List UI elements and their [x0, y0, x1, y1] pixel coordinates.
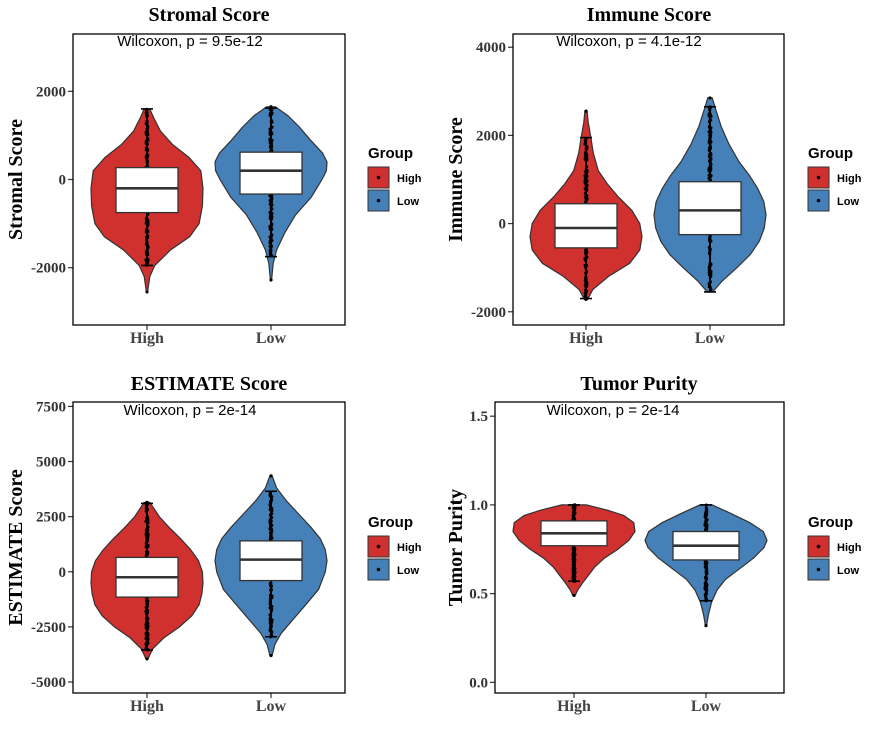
- legend-key-dot: [816, 544, 821, 549]
- y-axis-label: Immune Score: [445, 117, 467, 242]
- y-axis-label: ESTIMATE Score: [5, 469, 27, 626]
- wilcoxon-annotation: Wilcoxon, p = 9.5e-12: [117, 33, 263, 50]
- y-tick-label: 0: [499, 217, 507, 233]
- estimate-score-panel: ESTIMATE Score ESTIMATE Score -5000 -2500 0 2…: [5, 373, 422, 715]
- y-tick-label: 2000: [36, 84, 66, 100]
- legend-key-dot: [376, 544, 381, 549]
- panel-title: ESTIMATE Score: [131, 373, 288, 395]
- legend-key-dot: [816, 567, 821, 572]
- y-tick-label: 2500: [36, 510, 66, 526]
- legend-title: Group: [368, 145, 413, 162]
- legend-label-high: High: [837, 542, 862, 554]
- legend-title: Group: [808, 514, 853, 531]
- x-tick-label: High: [130, 698, 164, 715]
- x-tick-label: High: [557, 698, 591, 715]
- x-tick-label: Low: [256, 698, 287, 715]
- y-tick-label: 0: [59, 565, 67, 581]
- outlier-point: [269, 653, 273, 658]
- y-axis-label: Tumor Purity: [445, 489, 467, 606]
- x-tick-label: Low: [256, 330, 287, 347]
- tumor-purity-panel: Tumor Purity Tumor Purity 0.0 0.5 1.0 1.5 High…: [445, 373, 862, 715]
- plot-border: [494, 401, 785, 694]
- legend-label-high: High: [837, 173, 862, 185]
- outlier-point: [269, 474, 273, 478]
- legend-title: Group: [368, 514, 413, 531]
- y-tick-label: -2500: [31, 620, 66, 636]
- x-tick-label: High: [569, 330, 603, 347]
- outlier-point: [704, 623, 708, 628]
- plot-border: [512, 33, 785, 326]
- outlier-point: [145, 290, 149, 294]
- y-tick-label: 7500: [36, 399, 66, 415]
- y-tick-label: 0.5: [469, 587, 488, 603]
- legend-key-dot: [376, 567, 381, 572]
- y-tick-label: 4000: [476, 40, 506, 56]
- outlier-point: [145, 657, 149, 661]
- wilcoxon-annotation: Wilcoxon, p = 2e-14: [124, 402, 257, 419]
- y-tick-label: 1.5: [469, 409, 488, 425]
- boxplot-box-high: [115, 166, 179, 214]
- y-tick-label: 1.0: [469, 498, 488, 514]
- plot-border: [72, 33, 346, 326]
- outlier-point: [572, 593, 576, 598]
- legend-key-dot: [816, 175, 821, 180]
- panel-title: Immune Score: [587, 4, 712, 26]
- x-tick-label: Low: [695, 330, 726, 347]
- x-tick-label: Low: [691, 698, 722, 715]
- y-tick-label: 0: [59, 173, 67, 189]
- legend-label-low: Low: [837, 196, 859, 208]
- wilcoxon-annotation: Wilcoxon, p = 2e-14: [547, 402, 680, 419]
- x-tick-label: High: [130, 330, 164, 347]
- y-tick-label: 0.0: [469, 675, 488, 691]
- legend-title: Group: [808, 145, 853, 162]
- legend-label-low: Low: [397, 565, 419, 577]
- boxplot-box-high: [554, 203, 618, 249]
- y-tick-label: -2000: [31, 261, 66, 277]
- boxplot-box-low: [678, 181, 742, 236]
- outlier-point: [584, 109, 588, 113]
- boxplot-box-low: [239, 151, 303, 195]
- outlier-point: [269, 278, 273, 282]
- y-tick-label: -2000: [471, 305, 506, 321]
- legend-key-dot: [376, 198, 381, 203]
- y-tick-label: 2000: [476, 128, 506, 144]
- stromal-score-panel: Stromal Score Stromal Score -2000 0 2000 High…: [5, 4, 422, 347]
- legend-key-dot: [376, 175, 381, 180]
- y-tick-label: -5000: [31, 675, 66, 691]
- immune-score-panel: Immune Score Immune Score -2000 0 2000 4000 Hi…: [445, 4, 862, 347]
- plot-border: [72, 401, 346, 694]
- y-axis-label: Stromal Score: [5, 119, 27, 240]
- legend-key-dot: [816, 198, 821, 203]
- wilcoxon-annotation: Wilcoxon, p = 4.1e-12: [556, 33, 702, 50]
- y-tick-label: 5000: [36, 455, 66, 471]
- panel-title: Stromal Score: [149, 4, 270, 26]
- panel-title: Tumor Purity: [580, 373, 697, 395]
- legend-label-high: High: [397, 173, 422, 185]
- legend-label-low: Low: [837, 565, 859, 577]
- outlier-point: [708, 96, 712, 100]
- legend-label-low: Low: [397, 196, 419, 208]
- legend-label-high: High: [397, 542, 422, 554]
